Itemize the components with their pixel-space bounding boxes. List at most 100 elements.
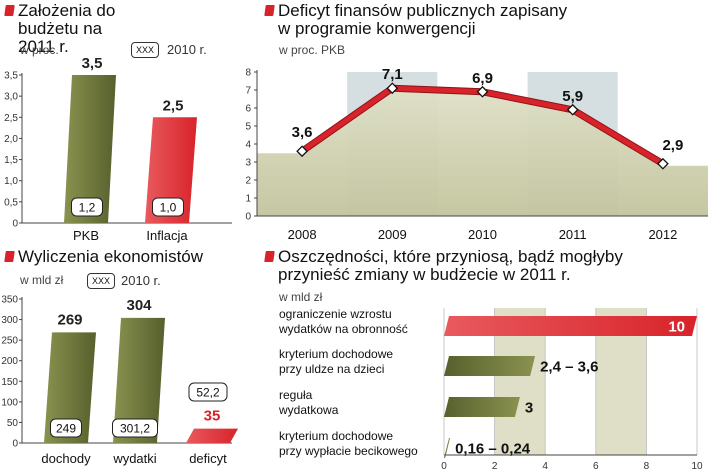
economists-y-tick-label: 250 — [1, 336, 18, 347]
deficit-y-tick-label: 3 — [245, 158, 251, 169]
deficit-area — [257, 90, 708, 216]
savings-category-label: wydatków na obronność — [278, 322, 408, 336]
budget-bar-pkb — [64, 75, 116, 223]
savings-category-label: kryterium dochodowe — [279, 429, 393, 443]
savings-x-tick-label: 4 — [542, 461, 548, 472]
economists-title-text: Wyliczenia ekonomistów — [18, 247, 204, 266]
economists-y-tick-label: 150 — [1, 377, 18, 388]
savings-value-label: 3 — [525, 400, 533, 417]
deficit-y-tick-label: 6 — [245, 104, 251, 115]
budget-bar-inflacja — [145, 117, 197, 223]
budget-legend-box: XXX — [131, 42, 160, 58]
savings-x-tick-label: 2 — [492, 461, 498, 472]
budget-legend-year: 2010 r. — [167, 42, 207, 57]
savings-title: Oszczędności, które przyniosą, bądź mogł… — [264, 247, 623, 284]
savings-category-label: przy uldze na dzieci — [279, 362, 384, 376]
savings-category-label: kryterium dochodowe — [279, 347, 393, 361]
deficit-value-label: 5,9 — [562, 88, 583, 105]
deficit-point — [296, 145, 308, 158]
deficit-y-tick-label: 5 — [245, 122, 251, 133]
budget-category-label: Inflacja — [146, 228, 188, 243]
economists-2010-value: 301,2 — [120, 422, 150, 436]
deficit-y-tick-label: 8 — [245, 68, 251, 79]
deficit-y-tick-label: 1 — [245, 194, 251, 205]
savings-category-label: wydatkowa — [278, 403, 339, 417]
deficit-title-line-1: Deficyt finansów publicznych zapisany — [278, 1, 568, 20]
savings-x-tick-label: 10 — [691, 461, 703, 472]
savings-category-label: przy wypłacie becikowego — [279, 444, 418, 458]
economists-bar-wydatki — [113, 317, 165, 443]
deficit-y-tick-label: 4 — [245, 140, 251, 151]
savings-x-tick-label: 6 — [593, 461, 599, 472]
budget-2010-value-box — [71, 197, 103, 217]
savings-value-label: 10 — [668, 319, 685, 336]
economists-2010-value: 249 — [56, 422, 76, 436]
deficit-x-tick-label: 2011 — [559, 227, 587, 242]
budget-title-text: Założenia do budżetu na 2011 r. — [18, 1, 116, 56]
deficit-value-label: 3,6 — [292, 124, 313, 141]
budget-y-tick-label: 1,0 — [4, 176, 18, 187]
economists-category-label: wydatki — [112, 451, 156, 466]
budget-category-label: PKB — [73, 228, 99, 243]
deficit-y-tick-label: 0 — [245, 212, 251, 223]
economists-title: Wyliczenia ekonomistów — [4, 247, 204, 266]
budget-y-tick-label: 2,0 — [4, 134, 18, 145]
budget-y-tick-label: 0 — [12, 219, 18, 230]
economists-2010-value: 52,2 — [196, 386, 220, 400]
deficit-point — [386, 82, 399, 95]
budget-unit-label: w proc. — [20, 43, 59, 57]
savings-category-label: reguła — [279, 388, 313, 402]
economists-bar-deficyt — [186, 428, 238, 443]
savings-bar — [444, 316, 697, 336]
economists-bar-dochody — [44, 332, 96, 443]
savings-bar — [444, 438, 451, 458]
savings-bar — [444, 356, 536, 376]
economists-category-label: dochody — [41, 451, 91, 466]
savings-value-label: 2,4 – 3,6 — [540, 359, 598, 376]
economists-category-label: deficyt — [189, 451, 227, 466]
budget-2010-value-box — [152, 197, 184, 217]
savings-category-label: ograniczenie wzrostu — [279, 307, 392, 321]
deficit-value-label: 2,9 — [662, 137, 683, 154]
deficit-point — [566, 103, 579, 116]
economists-unit-label: w mld zł — [20, 273, 64, 287]
deficit-title-line-2: w programie konwergencji — [278, 19, 476, 38]
deficit-value-label: 6,9 — [472, 70, 493, 87]
budget-2010-value: 1,2 — [79, 201, 96, 215]
economists-value-label: 35 — [204, 408, 221, 425]
budget-y-tick-label: 1,5 — [4, 155, 18, 166]
budget-2010-value: 1,0 — [160, 201, 177, 215]
savings-x-tick-label: 0 — [441, 461, 447, 472]
deficit-x-tick-label: 2008 — [288, 227, 317, 242]
economists-y-tick-label: 200 — [1, 356, 18, 367]
economists-y-tick-label: 100 — [1, 397, 18, 408]
economists-2010-value-box — [112, 418, 158, 438]
deficit-y-tick-label: 2 — [245, 176, 251, 187]
deficit-unit-label: w proc. PKB — [279, 43, 346, 57]
savings-title-line-1: Oszczędności, które przyniosą, bądź mogł… — [278, 247, 623, 266]
deficit-x-tick-label: 2012 — [648, 227, 677, 242]
deficit-title: Deficyt finansów publicznych zapisany w … — [264, 1, 568, 38]
budget-title: Założenia do budżetu na 2011 r. — [4, 1, 138, 56]
economists-2010-value-box — [188, 382, 228, 402]
economists-value-label: 269 — [57, 311, 82, 328]
deficit-point — [476, 85, 489, 98]
budget-y-tick-label: 3,5 — [4, 71, 18, 82]
budget-y-tick-label: 3,0 — [4, 92, 18, 103]
budget-value-label: 2,5 — [163, 97, 184, 114]
deficit-x-tick-label: 2010 — [468, 227, 497, 242]
economists-y-tick-label: 350 — [1, 295, 18, 306]
economists-legend-box: XXX — [87, 273, 116, 289]
savings-unit-label: w mld zł — [279, 290, 323, 304]
economists-y-tick-label: 300 — [1, 315, 18, 326]
budget-value-label: 3,5 — [82, 55, 103, 72]
economists-legend-year: 2010 r. — [121, 273, 161, 288]
deficit-point — [657, 157, 669, 170]
savings-bar — [444, 397, 520, 417]
economists-value-label: 304 — [126, 297, 152, 314]
savings-title-line-2: przynieść zmiany w budżecie w 2011 r. — [278, 265, 571, 284]
deficit-y-tick-label: 7 — [245, 86, 251, 97]
